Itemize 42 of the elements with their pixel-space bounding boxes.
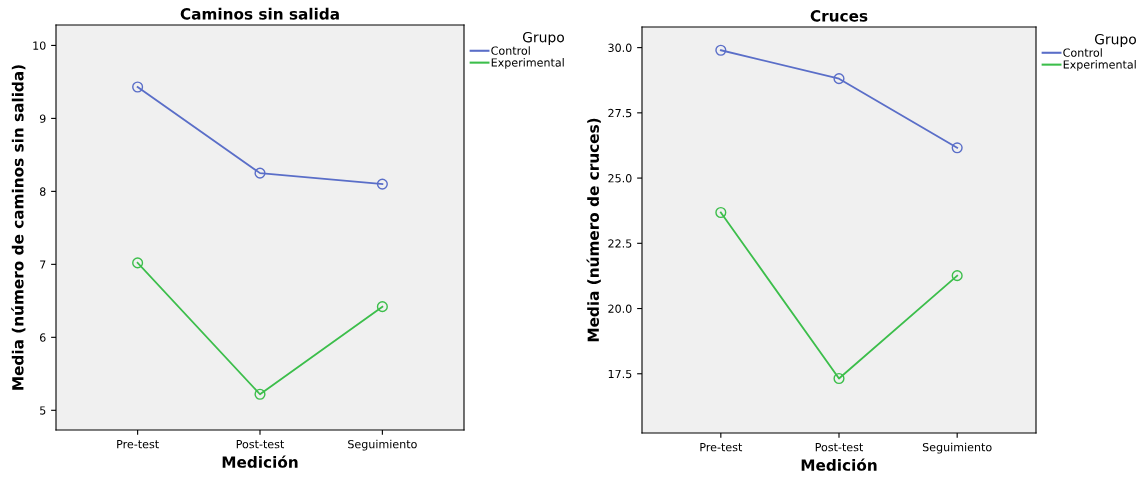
- legend-label: Experimental: [491, 58, 564, 69]
- chart-title: Cruces: [810, 10, 868, 22]
- legend-label: Experimental: [1063, 60, 1136, 71]
- y-tick-label: 5: [40, 406, 46, 415]
- y-tick-label: 17.5: [608, 369, 632, 379]
- x-tick-label: Post-test: [236, 440, 285, 449]
- x-axis-title: Medición: [222, 455, 298, 468]
- y-tick-label: 8: [39, 187, 46, 196]
- y-tick-label: 10: [33, 41, 46, 50]
- point: [132, 257, 144, 269]
- y-tick-label: 30.0: [608, 43, 632, 52]
- y-tick-label: 25.0: [608, 174, 632, 183]
- chart-title: Caminos sin salida: [180, 7, 339, 20]
- x-tick-label: Post-test: [815, 443, 864, 452]
- legend-label: Control: [491, 46, 530, 55]
- point: [132, 81, 144, 93]
- y-tick-label: 9: [39, 114, 46, 123]
- legend-label: Control: [1063, 48, 1102, 57]
- point: [254, 388, 266, 400]
- y-tick-label: 20.0: [608, 304, 632, 313]
- legend-title: Grupo: [1094, 33, 1136, 48]
- point: [951, 142, 963, 154]
- point: [254, 167, 266, 179]
- y-tick-label: 22.5: [608, 239, 632, 248]
- point: [833, 73, 845, 85]
- point: [951, 270, 963, 282]
- point: [376, 178, 388, 190]
- x-tick-label: Pre-test: [117, 440, 159, 449]
- point: [715, 206, 727, 219]
- x-axis-title: Medición: [801, 458, 877, 471]
- point: [376, 301, 388, 313]
- point: [715, 44, 727, 56]
- y-axis-title: Media (número de caminos sin salida): [11, 65, 26, 390]
- y-axis-title: Media (número de cruces): [586, 118, 601, 342]
- point: [833, 372, 845, 385]
- x-tick-label: Seguimiento: [348, 439, 417, 451]
- y-tick-label: 27.5: [608, 108, 632, 118]
- y-tick-label: 6: [39, 333, 46, 342]
- y-tick-label: 7: [40, 260, 46, 269]
- legend-title: Grupo: [522, 31, 564, 46]
- x-tick-label: Pre-test: [700, 443, 743, 452]
- x-tick-label: Seguimiento: [922, 442, 992, 454]
